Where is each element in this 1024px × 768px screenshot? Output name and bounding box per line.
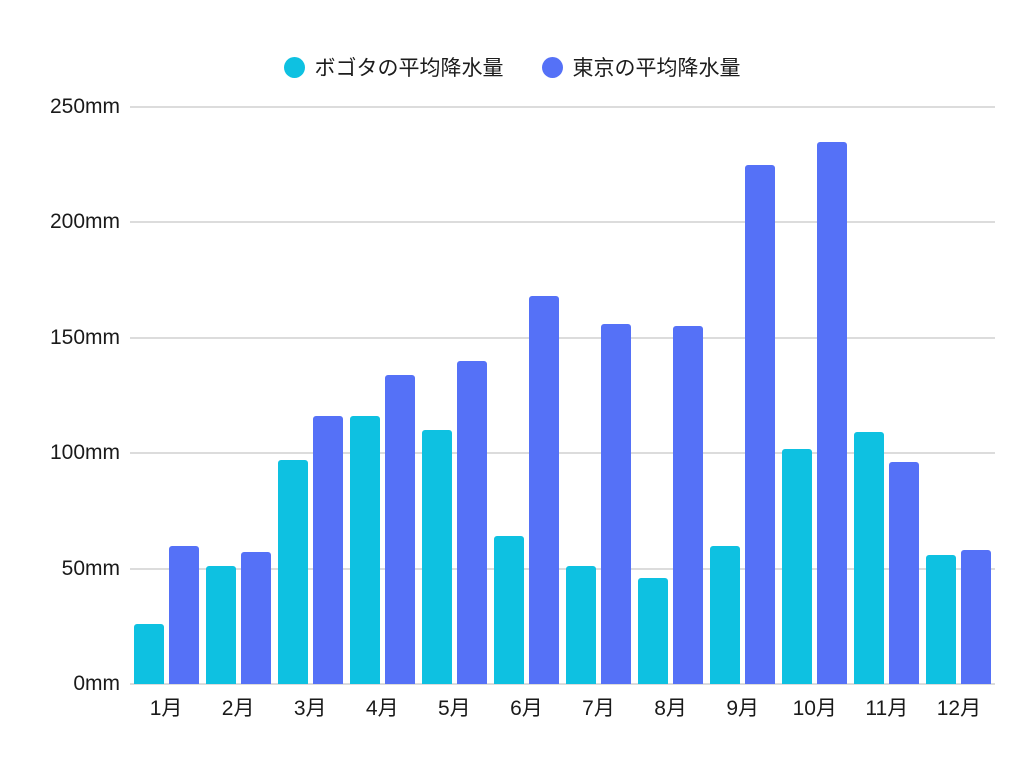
bar-tokyo-month-1 [168,545,199,684]
y-tick-label-250: 250mm [49,95,120,118]
bar-group-month-12 [923,107,995,684]
gridline-150mm [130,336,995,339]
bar-group-month-10 [779,107,851,684]
bar-group-month-4 [346,107,418,684]
legend-item-1[interactable]: 東京の平均降水量 [541,52,741,82]
gridline-100mm [130,452,995,455]
bar-bogota-month-3 [277,460,308,684]
bar-group-month-8 [635,107,707,684]
bar-group-month-5 [418,107,490,684]
bar-group-month-1 [130,107,202,684]
gridline-0mm [130,683,995,685]
bar-group-month-9 [707,107,779,684]
y-tick-label-150: 150mm [49,325,120,349]
legend-label: 東京の平均降水量 [572,57,741,80]
bar-bogota-month-11 [854,432,885,684]
y-tick-label-50: 50mm [61,556,120,580]
x-tick-label-month-9: 9月 [726,697,759,720]
x-tick-label-month-11: 11月 [865,697,909,720]
bar-group-month-7 [562,107,634,684]
x-tick-label-month-1: 1月 [149,697,183,720]
legend-dot-icon [541,56,563,78]
y-tick-label-200: 200mm [49,210,120,234]
bar-bogota-month-1 [133,624,164,684]
x-tick-label-month-12: 12月 [936,697,982,720]
bar-bogota-month-8 [638,577,669,684]
x-tick-label-month-7: 7月 [582,697,615,720]
x-tick-label-month-6: 6月 [510,697,543,720]
bar-tokyo-month-10 [817,141,848,684]
legend-label: ボゴタの平均降水量 [314,57,504,80]
bar-bogota-month-7 [566,566,596,684]
bar-tokyo-month-5 [456,360,487,684]
bar-group-month-11 [851,107,923,684]
bar-tokyo-month-9 [745,164,776,684]
bar-bogota-month-5 [421,430,452,684]
x-tick-label-month-2: 2月 [221,697,255,720]
x-tick-label-month-5: 5月 [438,697,471,720]
bar-tokyo-month-7 [601,323,631,684]
legend-item-0[interactable]: ボゴタの平均降水量 [283,52,504,82]
y-tick-label-0: 0mm [73,672,120,695]
gridline-250mm [130,106,995,108]
bar-group-month-6 [490,107,562,684]
bar-tokyo-month-2 [240,552,271,684]
x-tick-label-month-8: 8月 [654,697,687,720]
x-tick-label-month-3: 3月 [293,697,327,720]
x-tick-label-month-10: 10月 [792,697,837,720]
bar-bogota-month-4 [349,416,380,684]
bar-bogota-month-2 [205,566,236,684]
gridline-50mm [130,567,995,570]
x-tick-label-month-4: 4月 [365,697,399,720]
y-tick-label-100: 100mm [49,441,120,465]
plot-area [130,106,995,685]
bar-bogota-month-12 [926,554,957,684]
bar-tokyo-month-4 [384,374,415,684]
bar-tokyo-month-8 [673,326,704,684]
legend-dot-icon [283,56,305,78]
bar-tokyo-month-6 [528,296,559,684]
bar-tokyo-month-11 [889,462,920,684]
bar-bogota-month-10 [782,448,813,684]
bar-tokyo-month-3 [312,416,343,684]
bar-groups [130,107,995,684]
bar-group-month-2 [202,107,274,684]
bar-bogota-month-6 [493,536,524,684]
bar-group-month-3 [274,107,346,684]
x-axis-tick-labels: 1月 2月 3月 4月 5月 6月 7月 8月 9月 10月 11月 12月 [130,692,995,722]
chart-legend: ボゴタの平均降水量 東京の平均降水量 [0,52,1024,82]
bar-tokyo-month-12 [961,550,992,684]
gridline-200mm [130,221,995,224]
bar-bogota-month-9 [710,545,741,684]
